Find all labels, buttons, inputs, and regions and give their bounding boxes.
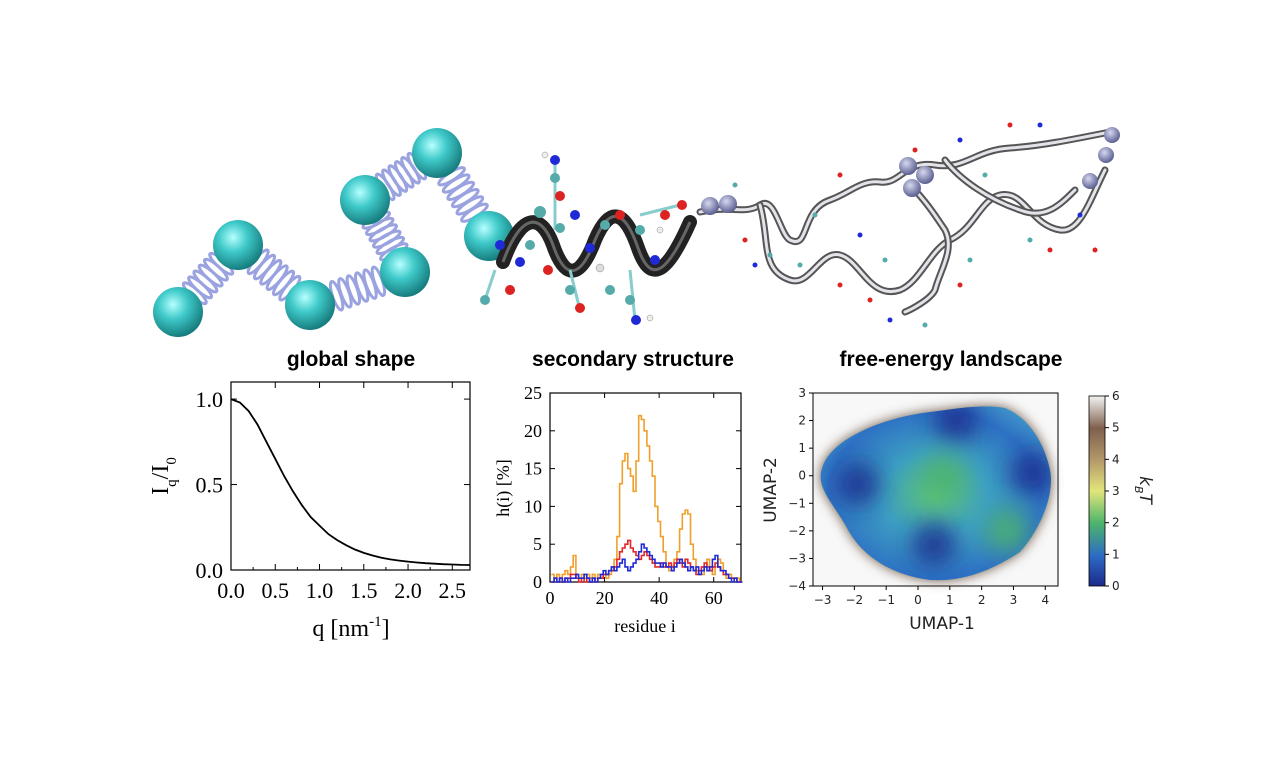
x-tick-label: 40 (650, 588, 668, 608)
y-tick-label: 0.5 (196, 473, 224, 498)
y-tick-label: −2 (788, 524, 806, 538)
y-tick-label: 20 (524, 421, 542, 441)
plot-frame (549, 392, 742, 583)
y-tick-label: −3 (788, 551, 806, 565)
colorbar-tick-label: 6 (1112, 389, 1120, 403)
x-tick-label: 0 (546, 588, 555, 608)
heading-free-energy-landscape: free-energy landscape (840, 348, 1063, 371)
y-tick-label: 10 (524, 496, 542, 516)
y-tick-label: 0 (798, 469, 806, 483)
heading-global-shape: global shape (287, 348, 415, 371)
y-tick-label: 3 (798, 386, 806, 400)
spring (328, 265, 387, 312)
helicity-chart: 0 20 40 60 0 5 10 15 20 25 residue i h(i) [%] (493, 383, 743, 636)
energy-basin (835, 461, 880, 506)
y-tick-label: 15 (524, 459, 542, 479)
x-tick-label: 0.5 (262, 578, 290, 603)
colorbar-tick-label: 0 (1112, 579, 1120, 593)
y-tick-label: −1 (788, 496, 806, 510)
x-axis-label: UMAP-1 (909, 614, 975, 634)
bead (380, 247, 430, 297)
x-tick-labels: 0.0 0.5 1.0 1.5 2.0 2.5 (217, 578, 466, 603)
colorbar-tick-label: 1 (1112, 547, 1120, 561)
x-tick-label: 2 (978, 593, 986, 607)
y-tick-label: 0 (533, 572, 542, 592)
spring (437, 166, 489, 223)
energy-basins (835, 406, 1051, 567)
tick-marks (549, 392, 741, 583)
heading-secondary-structure: secondary structure (532, 348, 734, 371)
x-axis-label: residue i (614, 616, 675, 636)
x-tick-label: 20 (596, 588, 614, 608)
terminal-spheres (701, 127, 1120, 215)
helix-ribbon-highlight (501, 215, 692, 273)
colorbar-tick-label: 5 (1112, 421, 1120, 435)
x-tick-label: 1.5 (350, 578, 378, 603)
spring (181, 251, 235, 306)
colorbar-ticks: 0 1 2 3 4 5 6 (1105, 389, 1120, 593)
y-tick-label: −4 (788, 579, 806, 593)
colorbar: 0 1 2 3 4 5 6 kBT (1088, 389, 1155, 593)
chain-tubes (696, 128, 1114, 316)
x-tick-label: 3 (1010, 593, 1018, 607)
x-tick-label: 1.0 (306, 578, 334, 603)
y-tick-labels: −4 −3 −2 −1 0 1 2 3 (788, 386, 806, 593)
y-tick-label: 2 (798, 414, 806, 428)
bead (340, 175, 390, 225)
x-tick-label: 1 (946, 593, 954, 607)
tick-marks (230, 382, 470, 571)
bead (412, 128, 462, 178)
scattering-chart: 0.0 0.5 1.0 1.5 2.0 2.5 0.0 0.5 1.0 q [nm-1] Iq… (148, 381, 471, 642)
helicity-series (551, 414, 743, 583)
colorbar-tick-label: 3 (1112, 484, 1120, 498)
helix-atoms (480, 151, 687, 325)
spring-coils (181, 151, 489, 312)
y-tick-labels: 0 5 10 15 20 25 (524, 383, 542, 592)
x-tick-labels: −3 −2 −1 0 1 2 3 4 (814, 593, 1049, 607)
plot-frame (230, 381, 471, 571)
x-tick-labels: 0 20 40 60 (546, 588, 723, 608)
y-axis-label: Iq/I0 (148, 457, 180, 495)
x-tick-label: 0 (914, 593, 922, 607)
y-tick-label: 1 (798, 441, 806, 455)
y-tick-labels: 0.0 0.5 1.0 (196, 387, 224, 583)
x-tick-label: −2 (846, 593, 864, 607)
tick-marks (809, 392, 1046, 590)
x-tick-label: −3 (814, 593, 832, 607)
x-axis-label: q [nm-1] (312, 614, 389, 642)
energy-basin (985, 508, 1030, 553)
bead (285, 280, 335, 330)
y-axis-label: h(i) [%] (493, 459, 514, 516)
x-tick-label: 2.5 (439, 578, 467, 603)
helicity-series-line (551, 543, 743, 583)
umap-landscape-chart: −3 −2 −1 0 1 2 3 4 −4 −3 −2 −1 0 1 2 3 UMAP-1 UMAP-2 0… (761, 386, 1155, 634)
energy-basin (911, 522, 956, 567)
disordered-protein-ensemble (696, 122, 1120, 328)
energy-basin (1010, 450, 1051, 495)
colorbar-tick-label: 4 (1112, 452, 1120, 466)
y-tick-label: 25 (524, 383, 542, 403)
coarse-grained-bead-chain (153, 128, 514, 337)
y-tick-label: 5 (533, 534, 542, 554)
helicity-series-line (551, 539, 743, 583)
y-axis-label: UMAP-2 (761, 457, 781, 523)
colorbar-label: kBT (1132, 476, 1155, 505)
colorbar-tick-label: 2 (1112, 516, 1120, 530)
helicity-series-line (551, 414, 743, 583)
y-tick-label: 1.0 (196, 387, 224, 412)
x-tick-label: −1 (877, 593, 895, 607)
side-chain-atoms (732, 122, 1098, 328)
bead (153, 287, 203, 337)
alpha-helix-atomistic (480, 151, 697, 325)
spring (246, 248, 302, 302)
x-tick-label: 2.0 (394, 578, 422, 603)
bead (213, 220, 263, 270)
y-tick-label: 0.0 (196, 558, 224, 583)
energy-basin (921, 453, 966, 498)
x-tick-label: 4 (1041, 593, 1049, 607)
scattering-curve (230, 398, 471, 566)
x-tick-label: 0.0 (217, 578, 245, 603)
x-tick-label: 60 (705, 588, 723, 608)
